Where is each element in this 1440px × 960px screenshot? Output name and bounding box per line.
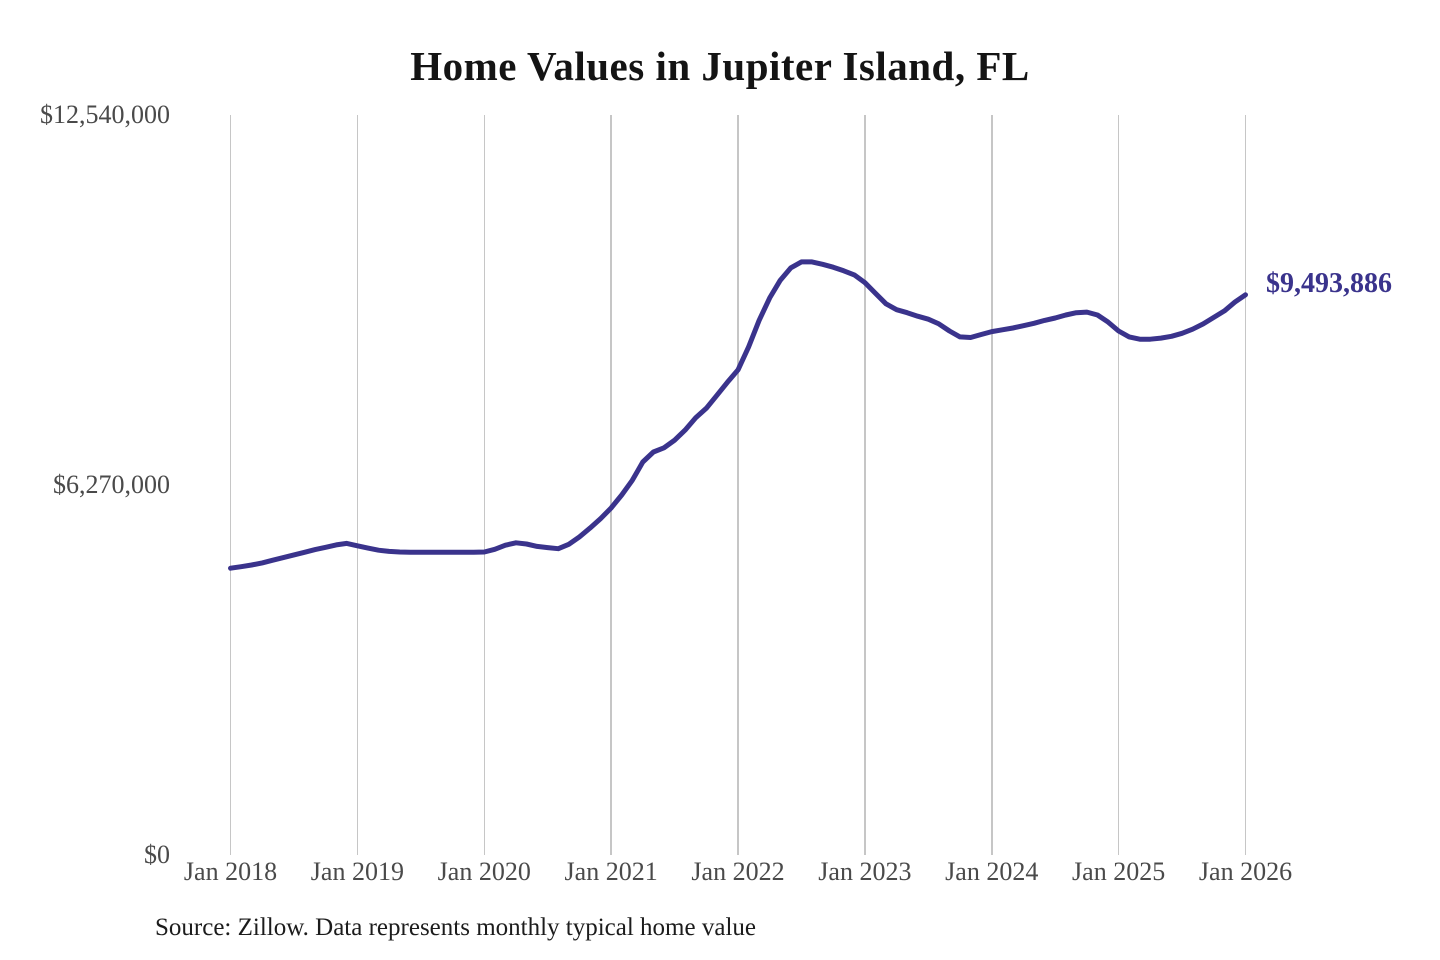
- gridline-jan-2021: [610, 115, 612, 855]
- gridline-jan-2020: [483, 115, 485, 855]
- x-tick-jan-2021: Jan 2021: [564, 857, 658, 886]
- y-tick-0: $0: [144, 840, 170, 869]
- x-tick-jan-2026: Jan 2026: [1198, 857, 1293, 886]
- gridline-jan-2019: [356, 115, 359, 855]
- chart-title: Home Values in Jupiter Island, FL: [410, 43, 1030, 89]
- gridline-jan-2023: [864, 115, 866, 855]
- gridline-jan-2026: [1244, 115, 1247, 855]
- x-tick-jan-2020: Jan 2020: [437, 857, 531, 886]
- latest-value-annotation: $9,493,886: [1266, 268, 1392, 299]
- x-tick-jan-2019: Jan 2019: [310, 857, 404, 886]
- y-tick-12540000: $12,540,000: [40, 100, 170, 129]
- source-note: Source: Zillow. Data represents monthly …: [155, 914, 756, 941]
- x-tick-jan-2025: Jan 2025: [1072, 857, 1166, 886]
- x-tick-jan-2023: Jan 2023: [818, 857, 912, 886]
- y-tick-6270000: $6,270,000: [53, 470, 170, 499]
- gridline-jan-2024: [991, 115, 993, 855]
- gridline-jan-2025: [1117, 115, 1120, 855]
- x-tick-jan-2018: Jan 2018: [183, 857, 278, 886]
- x-tick-jan-2022: Jan 2022: [691, 857, 785, 886]
- gridline-jan-2018: [229, 115, 232, 855]
- x-tick-jan-2024: Jan 2024: [945, 857, 1039, 886]
- gridline-jan-2022: [737, 115, 739, 855]
